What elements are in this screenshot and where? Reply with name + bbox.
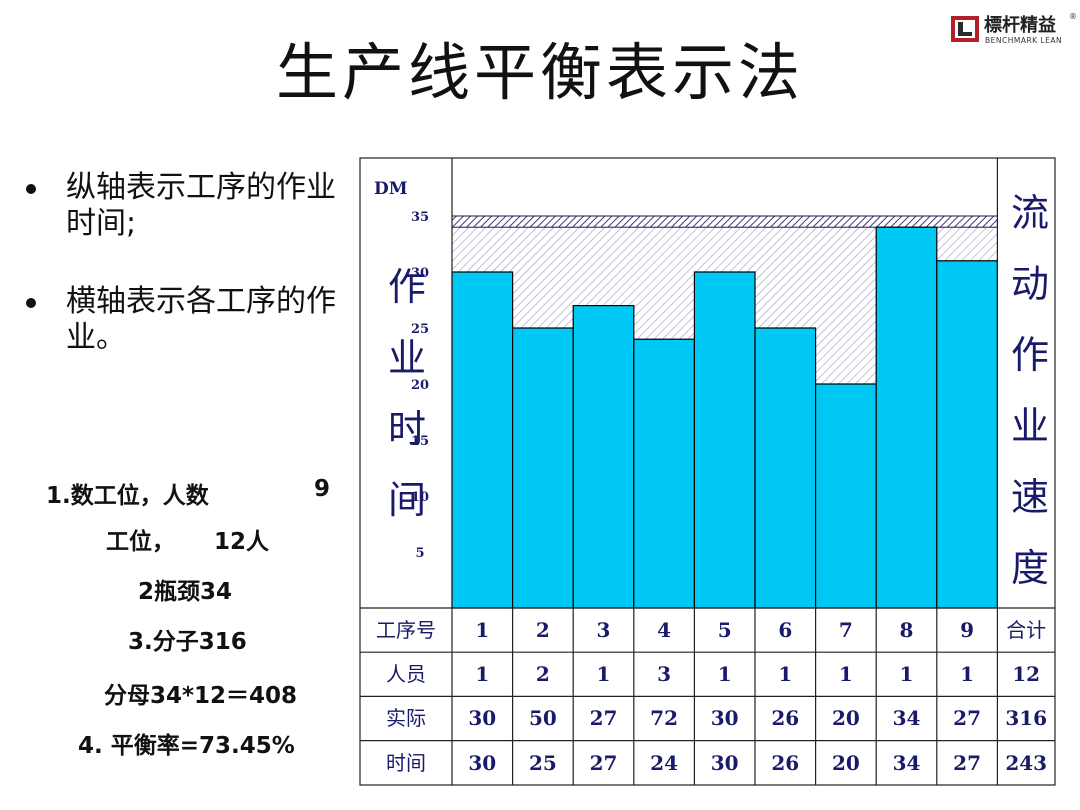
bullet-dot-icon bbox=[26, 298, 36, 308]
table-cell: 34 bbox=[892, 706, 921, 731]
table-cell: 27 bbox=[953, 706, 982, 731]
bar-1 bbox=[451, 271, 514, 609]
table-cell: 27 bbox=[589, 750, 618, 775]
table-cell: 7 bbox=[838, 618, 853, 642]
bar-8 bbox=[875, 226, 938, 609]
logo-text-cn: 標杆精益 bbox=[984, 15, 1056, 36]
bullet-list: 纵轴表示工序的作业时间; 横轴表示各工序的作业。 bbox=[26, 170, 346, 398]
total-header: 合计 bbox=[1006, 618, 1047, 642]
row-header: 时间 bbox=[386, 750, 426, 775]
table-cell: 2 bbox=[535, 662, 550, 687]
table-cell: 72 bbox=[650, 706, 679, 731]
note-balance-rate: 4. 平衡率=73.45% bbox=[78, 733, 295, 759]
bullet-dot-icon bbox=[26, 184, 36, 194]
brand-logo: 標杆精益 BENCHMARK LEAN ® bbox=[950, 12, 1077, 46]
y-axis-label-char: 业 bbox=[388, 336, 426, 380]
bullet-text: 横轴表示各工序的作业。 bbox=[66, 284, 336, 355]
benchmark-lean-logo-icon bbox=[951, 16, 979, 42]
y-axis-label-char: 间 bbox=[388, 478, 426, 522]
table-cell: 27 bbox=[589, 706, 618, 731]
registered-mark: ® bbox=[1069, 12, 1077, 21]
bullet-text: 纵轴表示工序的作业时间; bbox=[66, 170, 336, 241]
note-bottleneck: 2瓶颈34 bbox=[138, 579, 233, 605]
table-cell: 30 bbox=[468, 750, 497, 775]
table-cell: 1 bbox=[960, 662, 975, 687]
total-cell: 243 bbox=[1005, 750, 1048, 775]
right-label-char: 度 bbox=[1011, 546, 1049, 590]
table-cell: 20 bbox=[831, 750, 860, 775]
note-workstation-count: 9 bbox=[314, 476, 331, 502]
note-workstations: 1.数工位，人数 bbox=[46, 483, 209, 509]
table-cell: 1 bbox=[475, 662, 490, 687]
table-cell: 1 bbox=[838, 662, 853, 687]
y-tick-label: 20 bbox=[411, 378, 429, 393]
y-axis-label-char: 时 bbox=[388, 407, 426, 451]
y-tick-label: 30 bbox=[411, 266, 429, 281]
row-header: 工序号 bbox=[376, 618, 436, 642]
table-cell: 20 bbox=[831, 706, 860, 731]
bar-5 bbox=[693, 271, 756, 609]
note-workstation-label: 工位， bbox=[106, 529, 175, 555]
table-cell: 1 bbox=[596, 662, 611, 687]
table-cell: 8 bbox=[899, 618, 914, 642]
table-cell: 5 bbox=[717, 618, 732, 642]
row-header: 人员 bbox=[386, 662, 426, 687]
row-header: 实际 bbox=[386, 706, 426, 731]
right-label-char: 速 bbox=[1011, 475, 1049, 519]
y-tick-label: 25 bbox=[411, 322, 429, 337]
bar-7 bbox=[814, 383, 877, 609]
y-axis-label-char: 作 bbox=[388, 265, 426, 309]
right-label-char: 动 bbox=[1011, 262, 1049, 306]
y-unit-label: DM bbox=[374, 179, 408, 199]
table-cell: 3 bbox=[596, 618, 611, 642]
table-cell: 4 bbox=[657, 618, 672, 642]
y-tick-label: 35 bbox=[411, 210, 429, 225]
bullet-item: 纵轴表示工序的作业时间; bbox=[26, 170, 346, 242]
right-label-char: 作 bbox=[1011, 333, 1049, 377]
chart-frame bbox=[359, 157, 1056, 786]
y-tick-label: 10 bbox=[411, 490, 429, 505]
bar-4 bbox=[633, 338, 695, 609]
table-cell: 1 bbox=[778, 662, 793, 687]
right-label-char: 业 bbox=[1011, 404, 1049, 448]
table-cell: 6 bbox=[778, 618, 793, 642]
table-cell: 26 bbox=[771, 706, 800, 731]
right-label-char: 流 bbox=[1011, 191, 1049, 235]
y-tick-label: 5 bbox=[415, 546, 424, 561]
logo-text-en: BENCHMARK LEAN bbox=[985, 36, 1063, 45]
table-cell: 26 bbox=[771, 750, 800, 775]
table-cell: 25 bbox=[528, 750, 557, 775]
table-cell: 30 bbox=[710, 706, 739, 731]
bar-6 bbox=[754, 327, 817, 609]
table-cell: 27 bbox=[953, 750, 982, 775]
table-cell: 1 bbox=[475, 618, 490, 642]
note-numerator: 3.分子316 bbox=[128, 629, 247, 655]
table-cell: 9 bbox=[960, 618, 975, 642]
table-cell: 24 bbox=[650, 750, 679, 775]
bar-2 bbox=[511, 327, 574, 609]
table-cell: 30 bbox=[468, 706, 497, 731]
bullet-item: 横轴表示各工序的作业。 bbox=[26, 284, 346, 356]
table-cell: 1 bbox=[717, 662, 732, 687]
total-cell: 12 bbox=[1012, 662, 1041, 687]
table-cell: 30 bbox=[710, 750, 739, 775]
bar-3 bbox=[572, 305, 635, 609]
y-tick-label: 15 bbox=[411, 434, 429, 449]
table-cell: 34 bbox=[892, 750, 921, 775]
table-cell: 1 bbox=[899, 662, 914, 687]
table-cell: 3 bbox=[657, 662, 672, 687]
table-cell: 50 bbox=[528, 706, 557, 731]
total-cell: 316 bbox=[1005, 706, 1048, 731]
takt-band bbox=[451, 215, 998, 228]
page-title: 生产线平衡表示法 bbox=[275, 36, 804, 109]
table-cell: 2 bbox=[535, 618, 550, 642]
note-denominator: 分母34*12＝408 bbox=[104, 683, 298, 709]
bar-9 bbox=[936, 260, 998, 609]
note-people-count: 12人 bbox=[214, 529, 270, 555]
